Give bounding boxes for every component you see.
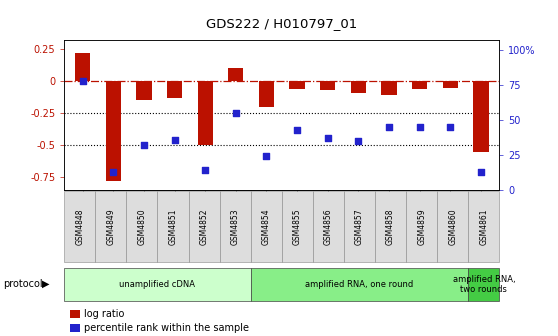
Point	[262, 154, 271, 159]
Bar	[442, 81, 458, 88]
Text: protocol: protocol	[3, 279, 42, 289]
Text: GSM4855: GSM4855	[293, 208, 302, 245]
Bar	[75, 53, 90, 81]
Point	[201, 168, 210, 173]
Point	[384, 124, 393, 130]
Text: GDS222 / H010797_01: GDS222 / H010797_01	[206, 17, 358, 30]
Point	[415, 124, 424, 130]
Text: GSM4850: GSM4850	[137, 208, 146, 245]
Point	[232, 110, 240, 116]
Text: amplified RNA,
two rounds: amplified RNA, two rounds	[453, 275, 515, 294]
Text: unamplified cDNA: unamplified cDNA	[119, 280, 195, 289]
Point	[446, 124, 455, 130]
Bar	[351, 81, 366, 93]
Bar	[198, 81, 213, 145]
Text: GSM4859: GSM4859	[417, 208, 426, 245]
Text: amplified RNA, one round: amplified RNA, one round	[305, 280, 413, 289]
Text: GSM4854: GSM4854	[262, 208, 271, 245]
Text: GSM4853: GSM4853	[230, 208, 239, 245]
Text: GSM4857: GSM4857	[355, 208, 364, 245]
Bar	[412, 81, 427, 89]
Point	[78, 78, 87, 84]
Point	[140, 142, 148, 148]
Text: GSM4852: GSM4852	[200, 208, 209, 245]
Point	[109, 169, 118, 174]
Bar	[105, 81, 121, 181]
Bar	[259, 81, 274, 107]
Text: GSM4851: GSM4851	[169, 208, 177, 245]
Point	[354, 138, 363, 143]
Text: GSM4856: GSM4856	[324, 208, 333, 245]
Text: GSM4848: GSM4848	[75, 208, 84, 245]
Text: ▶: ▶	[42, 279, 50, 289]
Text: GSM4858: GSM4858	[386, 208, 395, 245]
Point	[170, 137, 179, 142]
Bar	[228, 69, 243, 81]
Text: GSM4860: GSM4860	[448, 208, 457, 245]
Bar	[382, 81, 397, 95]
Bar	[290, 81, 305, 89]
Point	[323, 135, 332, 141]
Bar	[473, 81, 489, 152]
Bar	[167, 81, 182, 98]
Text: log ratio: log ratio	[84, 309, 124, 319]
Bar	[320, 81, 335, 90]
Text: GSM4861: GSM4861	[479, 208, 488, 245]
Point	[292, 127, 301, 132]
Bar	[136, 81, 152, 100]
Text: percentile rank within the sample: percentile rank within the sample	[84, 323, 249, 333]
Point	[477, 169, 485, 174]
Text: GSM4849: GSM4849	[107, 208, 116, 245]
